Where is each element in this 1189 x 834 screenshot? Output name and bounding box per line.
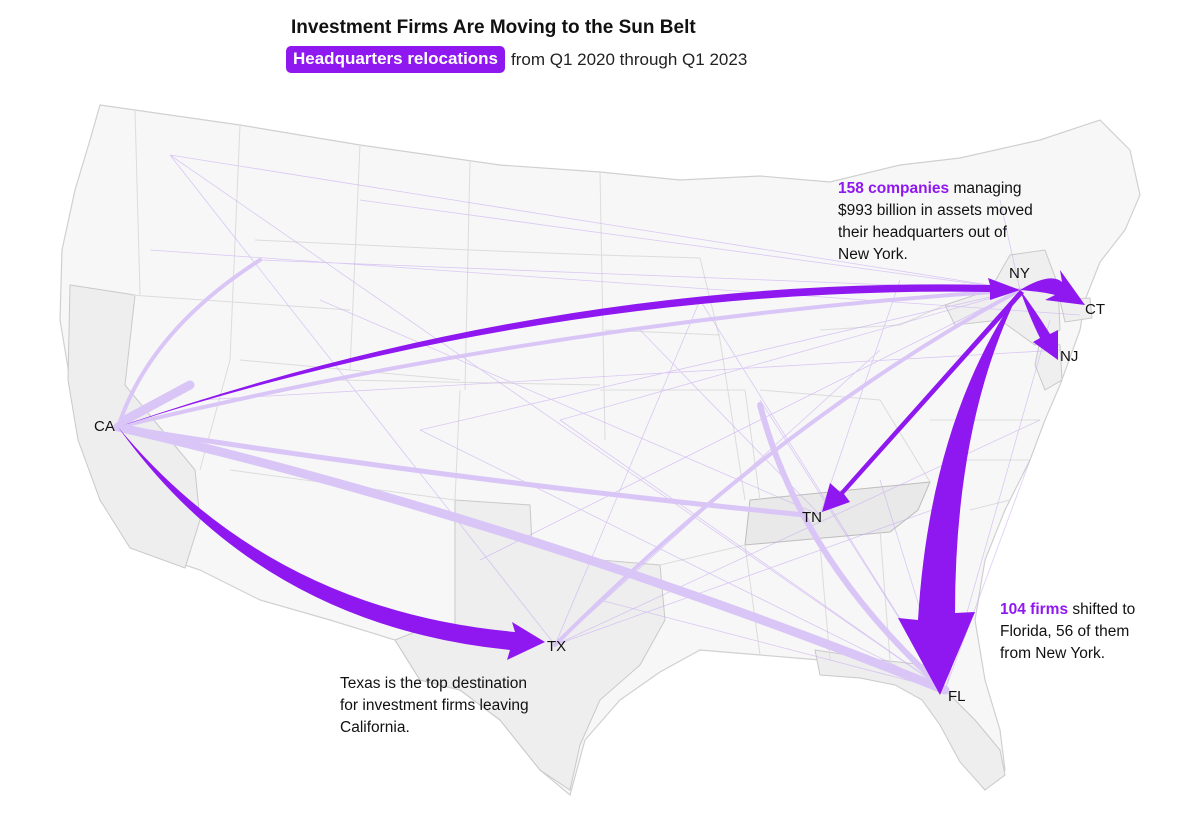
annotation-tx: Texas is the top destination for investm… [340, 673, 570, 739]
highlighted-flows [118, 270, 1085, 695]
annotation-fl-line3: from New York. [1000, 645, 1106, 662]
label-tx: TX [547, 638, 567, 655]
label-tn: TN [802, 509, 822, 526]
chart-title: Investment Firms Are Moving to the Sun B… [291, 17, 696, 38]
subtitle-highlight: Headquarters relocations [286, 46, 506, 73]
flow-ny-ca [116, 288, 1022, 429]
annotation-fl-highlight: 104 firms [1000, 601, 1069, 618]
light-flows [113, 258, 1022, 695]
label-ct: CT [1085, 301, 1105, 318]
annotation-ny-line2: $993 billion in assets moved [838, 202, 1033, 219]
annotation-ny-line4: New York. [838, 246, 908, 263]
annotation-tx-line1: Texas is the top destination [340, 675, 527, 692]
annotation-ny-line3: their headquarters out of [838, 224, 1007, 241]
flow-ca-tx [118, 427, 545, 660]
flow-tx-ny [553, 288, 1022, 647]
annotation-ny-text1: managing [949, 180, 1022, 197]
chart-subtitle: Headquarters relocations from Q1 2020 th… [286, 46, 747, 73]
flow-ca-west [116, 258, 262, 429]
annotation-ny: 158 companies managing $993 billion in a… [838, 178, 1098, 266]
background-flows [149, 154, 1081, 691]
flow-ny-ct [1020, 270, 1085, 305]
subtitle-rest: from Q1 2020 through Q1 2023 [511, 49, 748, 69]
flow-tn-fl [757, 402, 948, 693]
flow-ca-nv [120, 380, 195, 425]
annotation-ny-highlight: 158 companies [838, 180, 950, 197]
label-nj: NJ [1060, 348, 1079, 365]
label-ca: CA [94, 418, 115, 435]
annotation-fl: 104 firms shifted to Florida, 56 of them… [1000, 599, 1185, 665]
label-fl: FL [948, 688, 966, 705]
annotation-fl-line2: Florida, 56 of them [1000, 623, 1130, 640]
annotation-fl-text1: shifted to [1068, 601, 1136, 618]
flow-ca-fl [113, 422, 950, 695]
flow-ny-fl [898, 290, 1020, 695]
annotation-tx-line2: for investment firms leaving [340, 697, 529, 714]
label-ny: NY [1009, 265, 1030, 282]
flow-ny-tn [822, 290, 1024, 512]
annotation-tx-line3: California. [340, 719, 410, 736]
flow-ny-nj [1020, 290, 1058, 360]
